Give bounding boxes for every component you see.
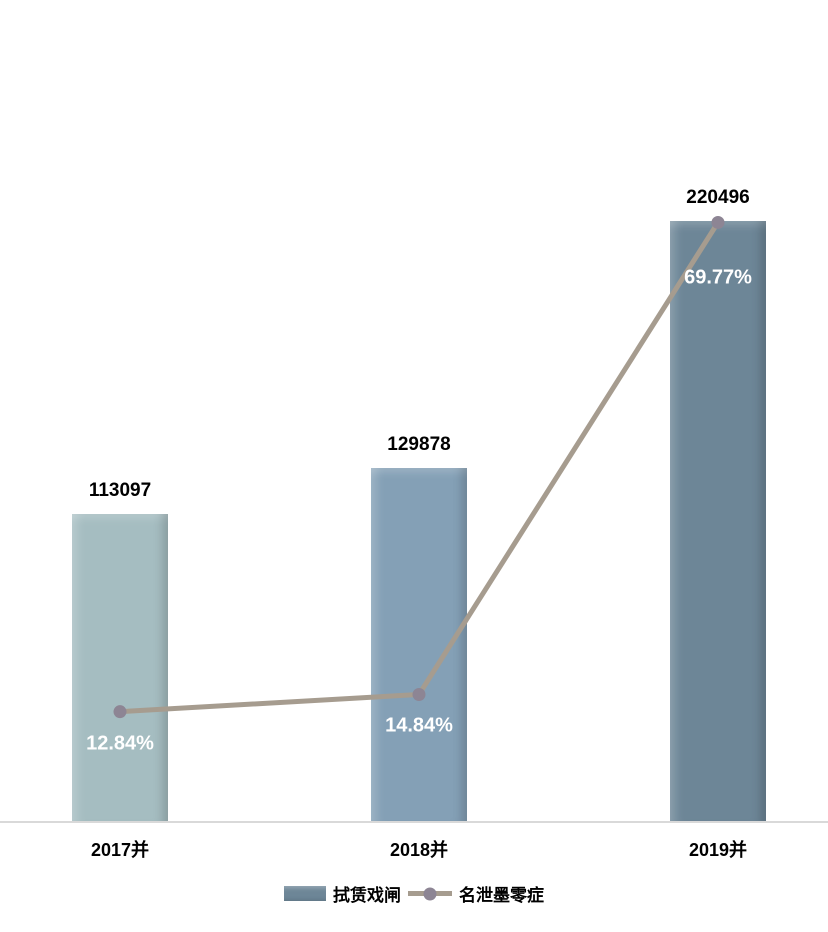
bar-value-label: 220496 — [686, 187, 750, 209]
legend-line-label: 名泄墨零症 — [459, 886, 544, 905]
legend-bar-label: 拭赁戏闸 — [333, 886, 401, 905]
legend-line-marker-icon — [423, 887, 437, 900]
bar-2018并 — [371, 468, 467, 822]
line-point-label: 14.84% — [385, 714, 453, 737]
bar-2019并 — [670, 221, 766, 822]
bar-2017并 — [72, 513, 168, 822]
line-point-label: 69.77% — [684, 266, 752, 289]
bar-value-label: 129878 — [387, 434, 451, 456]
legend: 拭赁戏闸 名泄墨零症 — [0, 881, 828, 906]
line-point-label: 12.84% — [86, 732, 154, 755]
legend-bar-swatch-icon — [284, 886, 326, 901]
bar-value-label: 113097 — [88, 479, 152, 501]
x-axis-line — [0, 821, 828, 823]
x-axis-label: 2017并 — [90, 840, 150, 860]
x-axis-label: 2019并 — [688, 840, 748, 860]
legend-line-swatch-icon — [408, 887, 452, 900]
x-axis-label: 2018并 — [389, 840, 449, 860]
